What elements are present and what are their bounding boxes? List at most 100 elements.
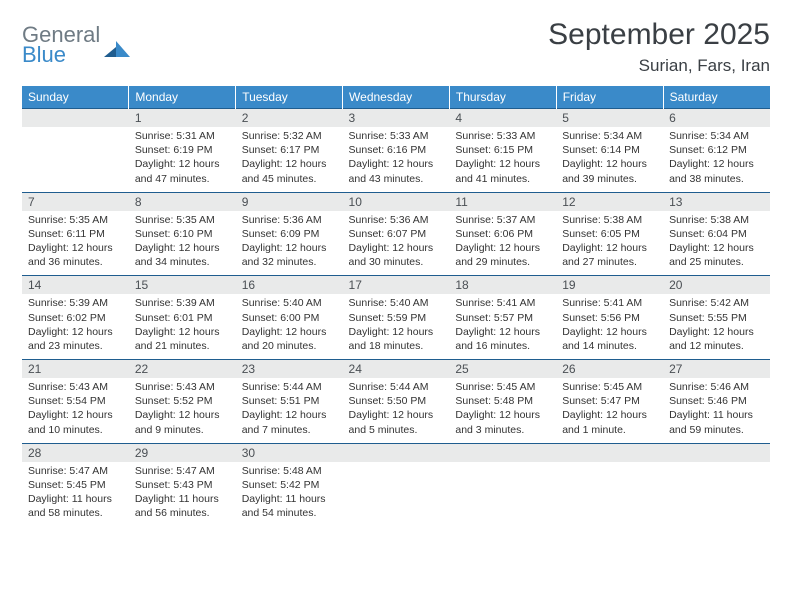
day-content: Sunrise: 5:44 AMSunset: 5:51 PMDaylight:… [236,378,343,443]
calendar-day-cell: 6Sunrise: 5:34 AMSunset: 6:12 PMDaylight… [663,109,770,193]
calendar-day-cell: 18Sunrise: 5:41 AMSunset: 5:57 PMDayligh… [449,276,556,360]
day-content [343,462,450,518]
sunset-text: Sunset: 6:10 PM [135,227,230,241]
sunset-text: Sunset: 6:07 PM [349,227,444,241]
calendar-week-row: 21Sunrise: 5:43 AMSunset: 5:54 PMDayligh… [22,360,770,444]
day-number: 9 [236,193,343,211]
day-number: 4 [449,109,556,127]
day-number: 7 [22,193,129,211]
daylight-text: Daylight: 12 hours and 36 minutes. [28,241,123,269]
calendar-day-cell: 1Sunrise: 5:31 AMSunset: 6:19 PMDaylight… [129,109,236,193]
calendar-day-cell: 22Sunrise: 5:43 AMSunset: 5:52 PMDayligh… [129,360,236,444]
day-content: Sunrise: 5:45 AMSunset: 5:47 PMDaylight:… [556,378,663,443]
day-content: Sunrise: 5:47 AMSunset: 5:45 PMDaylight:… [22,462,129,527]
sunset-text: Sunset: 6:06 PM [455,227,550,241]
day-content [449,462,556,518]
day-content [663,462,770,518]
calendar-day-cell: 16Sunrise: 5:40 AMSunset: 6:00 PMDayligh… [236,276,343,360]
daylight-text: Daylight: 12 hours and 32 minutes. [242,241,337,269]
calendar-empty-cell [556,443,663,526]
day-number: 26 [556,360,663,378]
daylight-text: Daylight: 12 hours and 43 minutes. [349,157,444,185]
calendar-day-cell: 20Sunrise: 5:42 AMSunset: 5:55 PMDayligh… [663,276,770,360]
sunrise-text: Sunrise: 5:34 AM [669,129,764,143]
month-title: September 2025 [548,18,770,52]
sunrise-text: Sunrise: 5:38 AM [562,213,657,227]
sunset-text: Sunset: 6:17 PM [242,143,337,157]
day-content: Sunrise: 5:36 AMSunset: 6:07 PMDaylight:… [343,211,450,276]
daylight-text: Daylight: 12 hours and 21 minutes. [135,325,230,353]
day-number: 15 [129,276,236,294]
calendar-week-row: 1Sunrise: 5:31 AMSunset: 6:19 PMDaylight… [22,109,770,193]
day-content: Sunrise: 5:39 AMSunset: 6:02 PMDaylight:… [22,294,129,359]
sunset-text: Sunset: 6:04 PM [669,227,764,241]
day-number: 10 [343,193,450,211]
calendar-day-cell: 19Sunrise: 5:41 AMSunset: 5:56 PMDayligh… [556,276,663,360]
day-content: Sunrise: 5:39 AMSunset: 6:01 PMDaylight:… [129,294,236,359]
day-content: Sunrise: 5:41 AMSunset: 5:56 PMDaylight:… [556,294,663,359]
sunset-text: Sunset: 5:55 PM [669,311,764,325]
sunset-text: Sunset: 6:09 PM [242,227,337,241]
daylight-text: Daylight: 12 hours and 16 minutes. [455,325,550,353]
daylight-text: Daylight: 12 hours and 18 minutes. [349,325,444,353]
daylight-text: Daylight: 12 hours and 27 minutes. [562,241,657,269]
daylight-text: Daylight: 12 hours and 7 minutes. [242,408,337,436]
day-content: Sunrise: 5:31 AMSunset: 6:19 PMDaylight:… [129,127,236,192]
day-content: Sunrise: 5:35 AMSunset: 6:11 PMDaylight:… [22,211,129,276]
day-content: Sunrise: 5:41 AMSunset: 5:57 PMDaylight:… [449,294,556,359]
day-number: 21 [22,360,129,378]
sunset-text: Sunset: 6:02 PM [28,311,123,325]
day-number: 20 [663,276,770,294]
sunrise-text: Sunrise: 5:43 AM [28,380,123,394]
day-number [22,109,129,127]
sunset-text: Sunset: 6:19 PM [135,143,230,157]
daylight-text: Daylight: 12 hours and 34 minutes. [135,241,230,269]
weekday-header: Thursday [449,86,556,109]
daylight-text: Daylight: 12 hours and 1 minute. [562,408,657,436]
day-content: Sunrise: 5:36 AMSunset: 6:09 PMDaylight:… [236,211,343,276]
daylight-text: Daylight: 11 hours and 58 minutes. [28,492,123,520]
calendar-day-cell: 11Sunrise: 5:37 AMSunset: 6:06 PMDayligh… [449,192,556,276]
daylight-text: Daylight: 12 hours and 47 minutes. [135,157,230,185]
sunrise-text: Sunrise: 5:35 AM [28,213,123,227]
sunset-text: Sunset: 5:45 PM [28,478,123,492]
page-header: General Blue September 2025 Surian, Fars… [22,18,770,76]
sunrise-text: Sunrise: 5:33 AM [349,129,444,143]
calendar-day-cell: 24Sunrise: 5:44 AMSunset: 5:50 PMDayligh… [343,360,450,444]
sunrise-text: Sunrise: 5:48 AM [242,464,337,478]
weekday-header-row: Sunday Monday Tuesday Wednesday Thursday… [22,86,770,109]
calendar-day-cell: 13Sunrise: 5:38 AMSunset: 6:04 PMDayligh… [663,192,770,276]
day-content [22,127,129,183]
day-number [449,444,556,462]
calendar-day-cell: 27Sunrise: 5:46 AMSunset: 5:46 PMDayligh… [663,360,770,444]
logo: General Blue [22,18,132,66]
day-number: 8 [129,193,236,211]
sunset-text: Sunset: 6:11 PM [28,227,123,241]
weekday-header: Monday [129,86,236,109]
calendar-table: Sunday Monday Tuesday Wednesday Thursday… [22,86,770,526]
sunset-text: Sunset: 6:01 PM [135,311,230,325]
daylight-text: Daylight: 12 hours and 29 minutes. [455,241,550,269]
day-content: Sunrise: 5:34 AMSunset: 6:14 PMDaylight:… [556,127,663,192]
day-number: 22 [129,360,236,378]
day-number: 19 [556,276,663,294]
day-content: Sunrise: 5:47 AMSunset: 5:43 PMDaylight:… [129,462,236,527]
daylight-text: Daylight: 12 hours and 45 minutes. [242,157,337,185]
day-number: 18 [449,276,556,294]
sunset-text: Sunset: 5:47 PM [562,394,657,408]
sunrise-text: Sunrise: 5:36 AM [242,213,337,227]
day-number: 23 [236,360,343,378]
daylight-text: Daylight: 12 hours and 3 minutes. [455,408,550,436]
daylight-text: Daylight: 12 hours and 9 minutes. [135,408,230,436]
day-content: Sunrise: 5:38 AMSunset: 6:04 PMDaylight:… [663,211,770,276]
sunset-text: Sunset: 5:51 PM [242,394,337,408]
daylight-text: Daylight: 12 hours and 14 minutes. [562,325,657,353]
day-number: 28 [22,444,129,462]
weekday-header: Friday [556,86,663,109]
calendar-day-cell: 2Sunrise: 5:32 AMSunset: 6:17 PMDaylight… [236,109,343,193]
day-number: 25 [449,360,556,378]
weekday-header: Sunday [22,86,129,109]
day-number: 5 [556,109,663,127]
calendar-day-cell: 25Sunrise: 5:45 AMSunset: 5:48 PMDayligh… [449,360,556,444]
day-content [556,462,663,518]
